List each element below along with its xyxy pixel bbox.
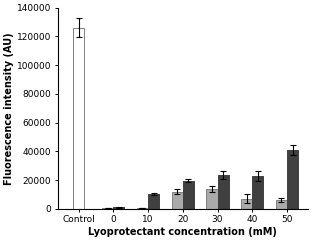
Bar — [217, 175, 229, 209]
Bar — [73, 28, 84, 209]
Y-axis label: Fluorescence intensity (AU): Fluorescence intensity (AU) — [4, 32, 14, 185]
X-axis label: Lyoprotectant concentration (mM): Lyoprotectant concentration (mM) — [88, 227, 277, 237]
Bar — [252, 176, 263, 209]
Bar — [102, 208, 113, 209]
Bar — [172, 192, 183, 209]
Bar — [287, 150, 298, 209]
Bar — [207, 189, 217, 209]
Bar — [113, 207, 124, 209]
Bar — [148, 194, 159, 209]
Bar — [183, 181, 194, 209]
Bar — [241, 199, 252, 209]
Bar — [276, 200, 287, 209]
Bar — [137, 208, 148, 209]
